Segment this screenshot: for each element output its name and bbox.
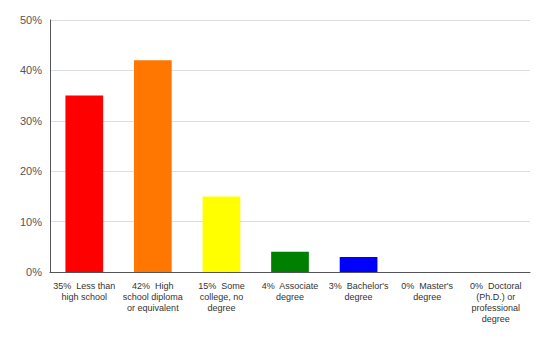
- svg-text:college, no: college, no: [200, 292, 244, 302]
- svg-text:school diploma: school diploma: [123, 292, 183, 302]
- svg-text:30%: 30%: [20, 115, 42, 127]
- svg-text:10%: 10%: [20, 216, 42, 228]
- svg-text:20%: 20%: [20, 165, 42, 177]
- svg-text:or equivalent: or equivalent: [127, 303, 179, 313]
- svg-text:high school: high school: [62, 292, 108, 302]
- svg-text:42% High: 42% High: [132, 281, 174, 291]
- svg-text:degree: degree: [482, 314, 510, 324]
- svg-text:0% Doctoral: 0% Doctoral: [470, 281, 522, 291]
- svg-text:0% Master's: 0% Master's: [401, 281, 453, 291]
- svg-text:degree: degree: [345, 292, 373, 302]
- svg-text:40%: 40%: [20, 64, 42, 76]
- svg-text:professional: professional: [471, 303, 520, 313]
- svg-text:3% Bachelor's: 3% Bachelor's: [329, 281, 389, 291]
- svg-text:15% Some: 15% Some: [198, 281, 245, 291]
- svg-text:0%: 0%: [26, 266, 42, 278]
- svg-text:4% Associate: 4% Associate: [262, 281, 319, 291]
- svg-text:(Ph.D.) or: (Ph.D.) or: [476, 292, 515, 302]
- svg-text:degree: degree: [413, 292, 441, 302]
- svg-text:35% Less than: 35% Less than: [53, 281, 115, 291]
- svg-text:degree: degree: [207, 303, 235, 313]
- svg-text:50%: 50%: [20, 14, 42, 26]
- svg-text:degree: degree: [276, 292, 304, 302]
